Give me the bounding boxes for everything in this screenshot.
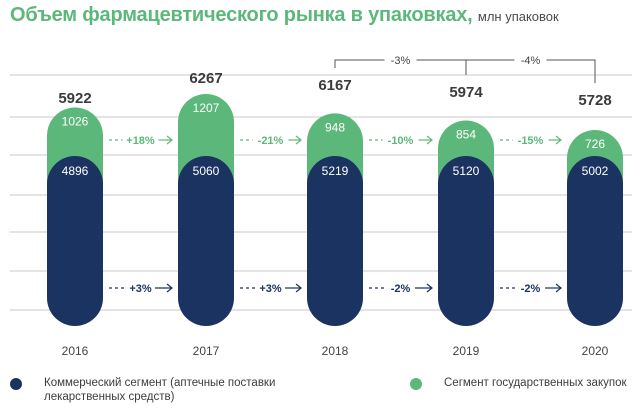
x-tick-label-2016: 2016 (62, 344, 89, 358)
yoy-government-1-head (295, 135, 302, 145)
bar-commercial-2020 (567, 156, 623, 326)
value-label-commercial-2018: 5219 (322, 164, 349, 178)
value-label-government-2016: 1026 (62, 115, 89, 129)
value-label-commercial-2019: 5120 (453, 164, 480, 178)
yoy-total-label-bg-1 (514, 52, 547, 68)
yoy-commercial-3-head (555, 283, 562, 293)
yoy-total-label-1: -4% (521, 55, 541, 67)
value-label-commercial-2016: 4896 (62, 164, 89, 178)
yoy-commercial-1-label: +3% (259, 283, 282, 295)
yoy-commercial-2-label: -2% (391, 283, 411, 295)
value-label-government-2018: 948 (325, 120, 345, 134)
legend-item-commercial: Коммерческий сегмент (аптечные поставки … (10, 376, 330, 404)
chart-title: Объем фармацевтического рынка в упаковка… (10, 4, 559, 27)
chart-title-text: Объем фармацевтического рынка в упаковка… (10, 4, 473, 26)
value-label-government-2020: 726 (585, 137, 605, 151)
total-label-2018: 6167 (318, 77, 351, 94)
legend-swatch-commercial (10, 378, 22, 390)
legend-label-government: Сегмент государственных закупок (444, 377, 627, 389)
value-label-commercial-2020: 5002 (582, 164, 609, 178)
yoy-government-3-label: -15% (518, 135, 544, 147)
x-tick-label-2019: 2019 (453, 344, 480, 358)
yoy-government-2-label: -10% (388, 135, 414, 147)
yoy-government-2-head (426, 135, 433, 145)
yoy-commercial-1-head (295, 283, 302, 293)
total-label-2017: 6267 (189, 70, 222, 87)
yoy-government-1-label: -21% (258, 135, 284, 147)
value-label-commercial-2017: 5060 (193, 164, 220, 178)
yoy-commercial-3-label: -2% (521, 283, 541, 295)
bar-commercial-2017 (178, 156, 234, 326)
total-label-2019: 5974 (449, 84, 483, 101)
total-label-2016: 5922 (58, 90, 91, 107)
yoy-government-3-head (555, 135, 562, 145)
yoy-commercial-0-label: +3% (129, 283, 152, 295)
total-label-2020: 5728 (578, 92, 611, 109)
bar-commercial-2016 (47, 156, 103, 326)
value-label-government-2017: 1207 (193, 101, 220, 115)
legend-label-commercial: Коммерческий сегмент (аптечные поставки … (44, 377, 276, 403)
yoy-government-0-label: +18% (126, 135, 155, 147)
value-label-government-2019: 854 (456, 127, 476, 141)
yoy-commercial-2-head (426, 283, 433, 293)
yoy-commercial-0-head (166, 283, 173, 293)
yoy-total-label-bg-0 (384, 52, 417, 68)
legend-swatch-government (410, 378, 422, 390)
x-tick-label-2020: 2020 (582, 344, 609, 358)
x-tick-label-2017: 2017 (193, 344, 220, 358)
bar-commercial-2019 (438, 156, 494, 326)
bar-commercial-2018 (307, 156, 363, 326)
yoy-total-label-0: -3% (391, 55, 411, 67)
yoy-government-0-head (166, 135, 173, 145)
legend-item-government: Сегмент государственных закупок (410, 376, 630, 390)
chart-subtitle: млн упаковок (477, 9, 559, 24)
x-tick-label-2018: 2018 (322, 344, 349, 358)
